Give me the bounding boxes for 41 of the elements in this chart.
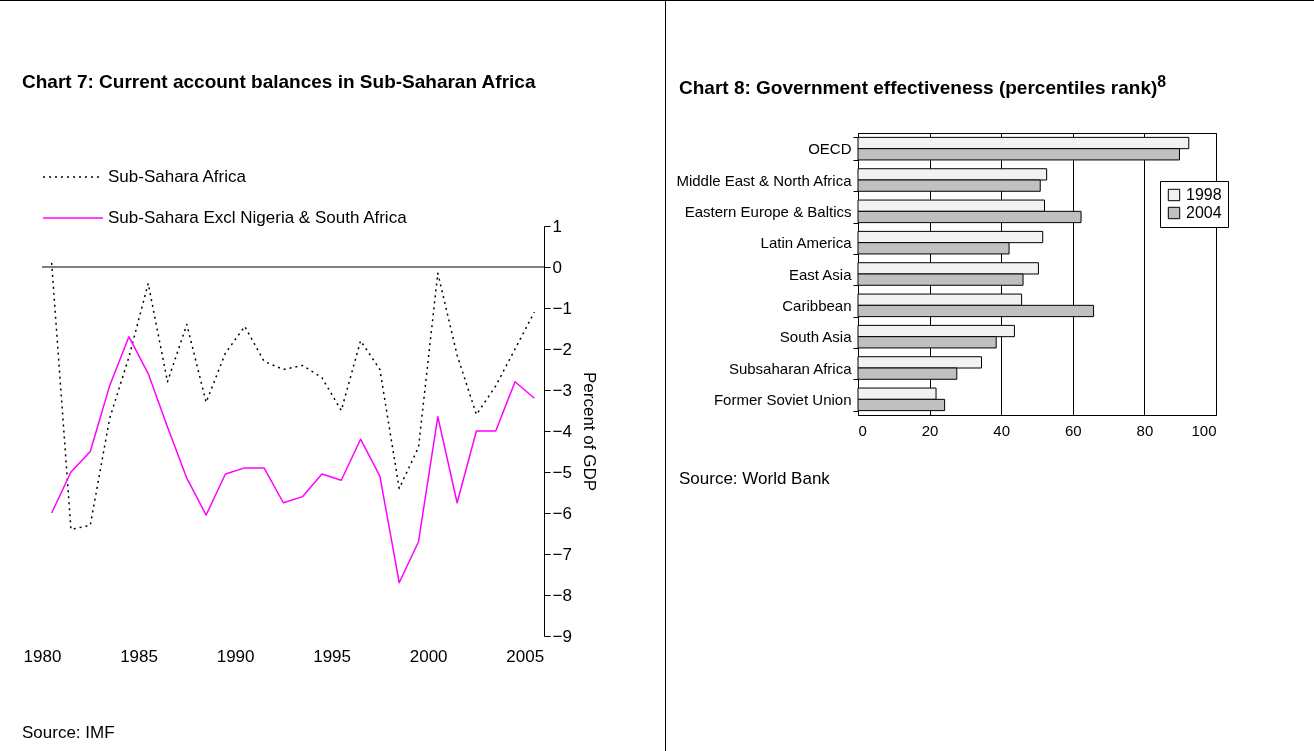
- legend-label: 2004: [1186, 204, 1222, 221]
- y-tick-label: −1: [552, 298, 572, 318]
- chart-title: Chart 8: Government effectiveness (percentiles rank)$^{8}$: [679, 72, 1168, 99]
- y-tick-label: Eastern Europe & Baltics: [684, 202, 852, 220]
- x-tick-label: 1980: [23, 646, 62, 666]
- y-tick-label: Latin America: [760, 234, 853, 252]
- y-tick-label: South Asia: [779, 328, 853, 346]
- y-tick-label: 1: [552, 216, 562, 236]
- y-tick-label: OECD: [808, 140, 852, 158]
- y-tick-label: −6: [552, 503, 572, 523]
- y-tick-label: Former Soviet Union: [713, 390, 852, 408]
- x-tick-label: 40: [993, 421, 1011, 439]
- y-tick-label: Caribbean: [782, 296, 852, 314]
- source-note: Source: IMF: [22, 723, 115, 743]
- y-tick-label: −8: [552, 585, 572, 605]
- x-tick-label: 20: [921, 421, 939, 439]
- x-tick-label: 1985: [120, 646, 158, 666]
- y-tick-label: 0: [552, 257, 562, 277]
- x-tick-label: 2005: [506, 646, 545, 666]
- y-tick-label: −4: [552, 421, 572, 441]
- x-tick-label: 2000: [409, 646, 448, 666]
- legend-label: 1998: [1186, 186, 1222, 203]
- legend-label: Sub-Sahara Excl Nigeria & South Africa: [108, 208, 408, 227]
- y-tick-label: −7: [552, 544, 572, 564]
- legend-label: Sub-Sahara Africa: [108, 167, 247, 186]
- y-tick-label: −2: [552, 339, 572, 359]
- chart-title: Chart 7: Current account balances in Sub-Saharan Africa: [22, 71, 537, 92]
- x-tick-label: 80: [1136, 421, 1154, 439]
- y-tick-label: −9: [552, 626, 572, 646]
- y-axis-title: Percent of GDP: [579, 371, 599, 492]
- y-tick-label: Subsaharan Africa: [728, 359, 853, 377]
- x-tick-label: 100: [1191, 421, 1217, 439]
- source-note: Source: World Bank: [679, 469, 830, 489]
- x-tick-label: 1995: [313, 646, 352, 666]
- x-tick-label: 60: [1064, 421, 1082, 439]
- x-tick-label: 1990: [216, 646, 255, 666]
- x-tick-label: 0: [858, 421, 867, 439]
- y-tick-label: −3: [552, 380, 572, 400]
- y-tick-label: East Asia: [788, 265, 853, 283]
- y-tick-label: Middle East & North Africa: [676, 171, 853, 189]
- y-tick-label: −5: [552, 462, 572, 482]
